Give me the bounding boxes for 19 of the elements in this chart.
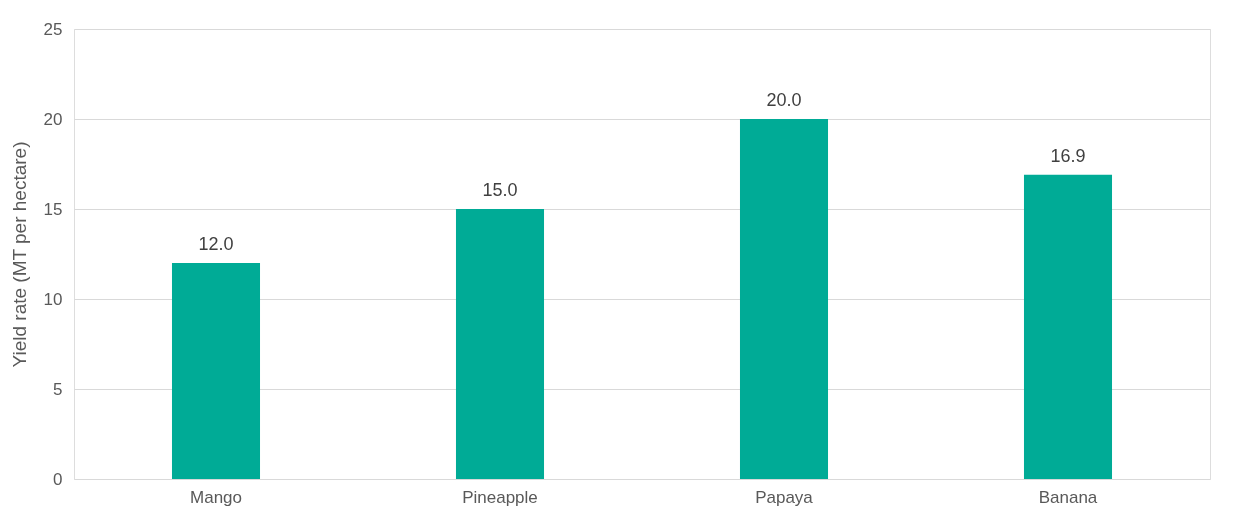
data-label: 12.0 bbox=[198, 234, 234, 254]
data-label: 15.0 bbox=[482, 180, 518, 200]
x-tick-label: Papaya bbox=[755, 487, 814, 507]
x-tick-label: Banana bbox=[1038, 487, 1098, 507]
x-tick-label: Mango bbox=[190, 487, 242, 507]
bar bbox=[171, 263, 261, 479]
data-label: 16.9 bbox=[1050, 145, 1086, 166]
y-tick-label: 25 bbox=[43, 19, 63, 39]
bar bbox=[739, 119, 829, 479]
y-tick-label: 20 bbox=[43, 109, 63, 129]
x-tick-label: Pineapple bbox=[462, 487, 538, 507]
y-tick-label: 5 bbox=[53, 379, 63, 399]
y-tick-label: 10 bbox=[43, 289, 63, 309]
bar bbox=[1023, 174, 1113, 479]
y-tick-label: 0 bbox=[53, 469, 63, 489]
y-tick-label: 15 bbox=[43, 199, 63, 219]
data-label: 20.0 bbox=[766, 90, 802, 110]
y-axis-title: Yield rate (MT per hectare) bbox=[8, 141, 30, 368]
bar bbox=[455, 209, 545, 479]
